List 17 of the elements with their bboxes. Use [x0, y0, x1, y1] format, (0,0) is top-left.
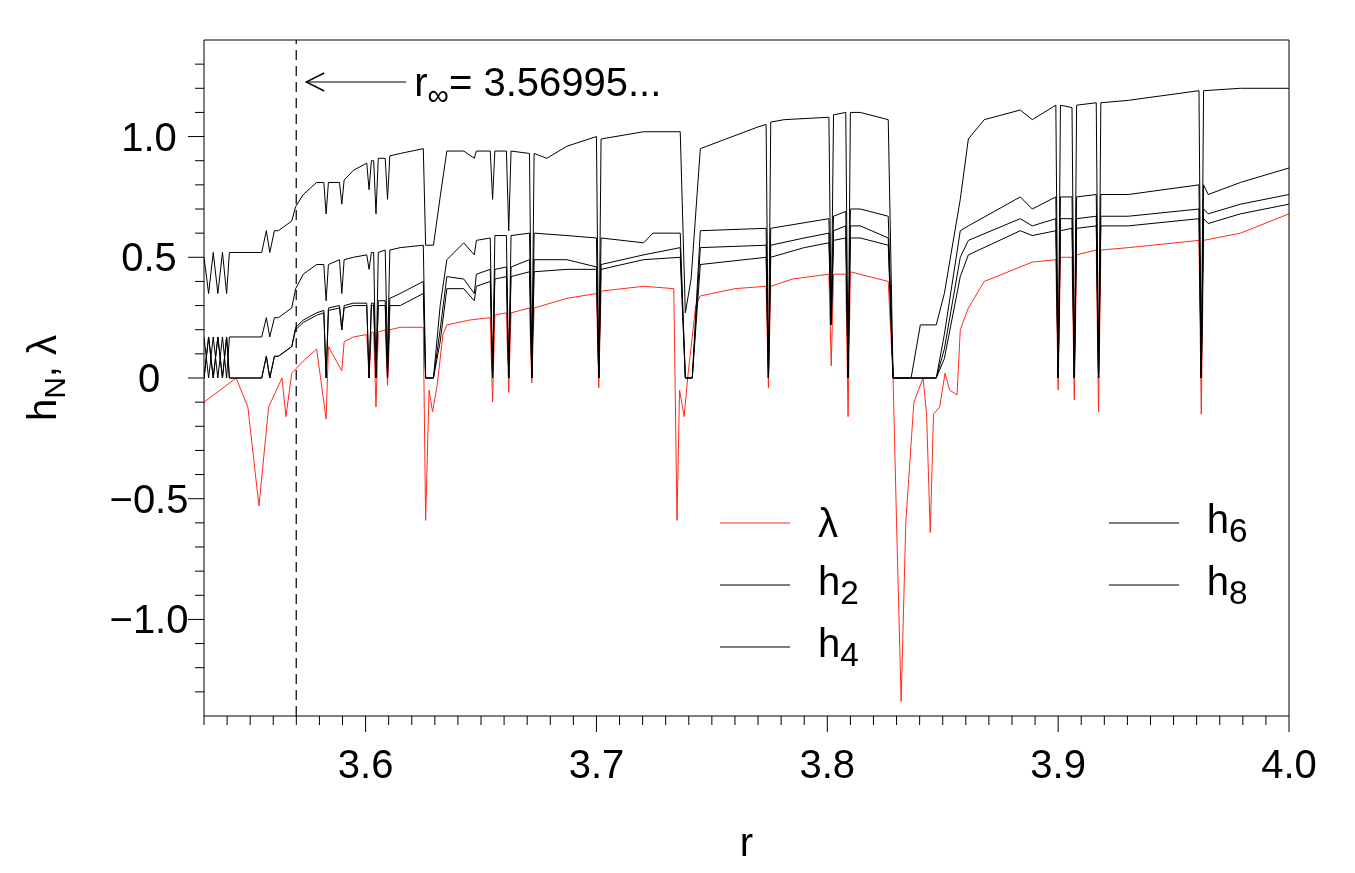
ref-line-label: r$_{∞}$= 3.56995...: [414, 60, 662, 111]
y-tick-label: −0.5: [109, 476, 189, 521]
y-tick-label: 0: [137, 356, 161, 400]
legend-label: h$_{6}$: [1206, 496, 1248, 549]
x-tick-label: 3.6: [337, 742, 394, 786]
x-tick-label: 3.9: [1030, 742, 1086, 786]
legend-label: h$_{4}$: [818, 620, 859, 673]
x-tick-label: 3.7: [568, 742, 625, 786]
legend-label: λ: [818, 501, 838, 545]
y-tick-label: 0.5: [121, 235, 177, 280]
x-tick-label: 4.0: [1261, 742, 1317, 786]
y-tick-label: −1.0: [109, 597, 189, 642]
legend-label: h$_{2}$: [818, 558, 859, 611]
x-axis-title: r: [739, 820, 754, 864]
y-tick-label: 1.0: [121, 114, 177, 159]
x-tick-label: 3.8: [799, 742, 856, 786]
legend-label: h$_{8}$: [1206, 558, 1248, 611]
